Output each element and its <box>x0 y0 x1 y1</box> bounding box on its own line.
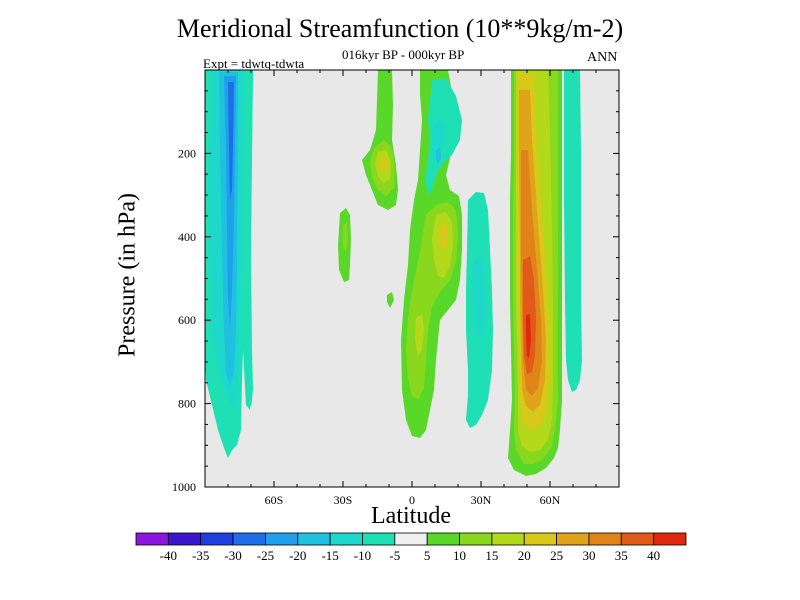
southern-subtropical-positive <box>362 70 398 210</box>
colorbar-label: 35 <box>615 548 628 563</box>
chart-subtitle: 016kyr BP - 000kyr BP <box>342 47 465 62</box>
contour-fills <box>205 70 582 476</box>
colorbar-label: 25 <box>550 548 563 563</box>
x-tick-label: 0 <box>409 493 415 507</box>
colorbar-label: 15 <box>485 548 498 563</box>
colorbar-label: 10 <box>453 548 466 563</box>
x-axis-label: Latitude <box>371 503 451 529</box>
colorbar-box <box>491 532 525 546</box>
contour-level-minus-5 <box>246 70 253 408</box>
y-tick-label: 200 <box>178 146 196 160</box>
colorbar-label: 5 <box>424 548 431 563</box>
colorbar-box <box>394 532 428 546</box>
colorbar-box <box>329 532 363 546</box>
y-tick-label: 800 <box>178 397 196 411</box>
colorbar-box <box>297 532 331 546</box>
contour-level-minus-25 <box>228 82 234 200</box>
equatorial-negative-patch <box>425 78 462 195</box>
colorbar-box <box>265 532 299 546</box>
contour-level-10 <box>343 222 348 252</box>
season-label: ANN <box>587 50 618 65</box>
contour-level-minus-5 <box>564 70 582 392</box>
colorbar-label: 40 <box>647 548 660 563</box>
colorbar-label: -30 <box>224 548 241 563</box>
contour-level-minus-15 <box>436 148 441 164</box>
colorbar-box <box>588 532 622 546</box>
y-tick-label: 600 <box>178 313 196 327</box>
contour-level-20 <box>380 157 388 172</box>
colorbar-box <box>620 532 655 546</box>
colorbar-box <box>653 532 687 546</box>
x-tick-label: 30S <box>334 493 353 507</box>
colorbar-box <box>232 532 266 546</box>
southern-isolated-positive <box>338 208 394 308</box>
colorbar-label: -35 <box>192 548 209 563</box>
colorbar: -40 -35 -30 -25 -20 -15 -10 -5 5 10 15 20 25 30 35 40 <box>135 532 687 563</box>
equatorial-positive-cell <box>401 70 462 438</box>
colorbar-box <box>135 532 169 546</box>
colorbar-label: -40 <box>160 548 177 563</box>
contour-level-40 <box>526 314 531 358</box>
contour-level-15 <box>415 314 424 356</box>
colorbar-label: -25 <box>257 548 274 563</box>
colorbar-label: -10 <box>354 548 371 563</box>
contour-level-minus-10 <box>432 120 446 162</box>
x-tick-label: 60S <box>265 493 284 507</box>
colorbar-box <box>523 532 557 546</box>
y-tick-label: 1000 <box>172 480 196 494</box>
contour-level-20 <box>440 223 448 250</box>
x-tick-label: 30N <box>471 493 492 507</box>
southern-negative-cell <box>205 70 253 458</box>
colorbar-label: -15 <box>321 548 338 563</box>
northern-subtropical-negative <box>466 192 493 428</box>
northern-high-latitude-negative <box>564 70 582 392</box>
colorbar-label: -5 <box>389 548 400 563</box>
axis-ticks: 60S 30S 0 30N 60N 200 400 600 800 1000 <box>172 70 619 507</box>
colorbar-label: 20 <box>518 548 531 563</box>
colorbar-box <box>200 532 234 546</box>
colorbar-box <box>167 532 202 546</box>
northern-positive-cell <box>508 70 562 476</box>
contour-level-5 <box>387 292 394 308</box>
colorbar-label: -20 <box>289 548 306 563</box>
colorbar-box <box>556 532 590 546</box>
colorbar-box <box>362 532 396 546</box>
x-tick-label: 60N <box>540 493 561 507</box>
colorbar-box <box>426 532 460 546</box>
y-tick-label: 400 <box>178 230 196 244</box>
experiment-label: Expt = tdwtq-tdwta <box>203 56 305 71</box>
chart-title: Meridional Streamfunction (10**9kg/m-2) <box>176 14 624 43</box>
contour-level-minus-10 <box>474 256 485 338</box>
colorbar-label: 30 <box>582 548 595 563</box>
colorbar-box <box>459 532 493 546</box>
